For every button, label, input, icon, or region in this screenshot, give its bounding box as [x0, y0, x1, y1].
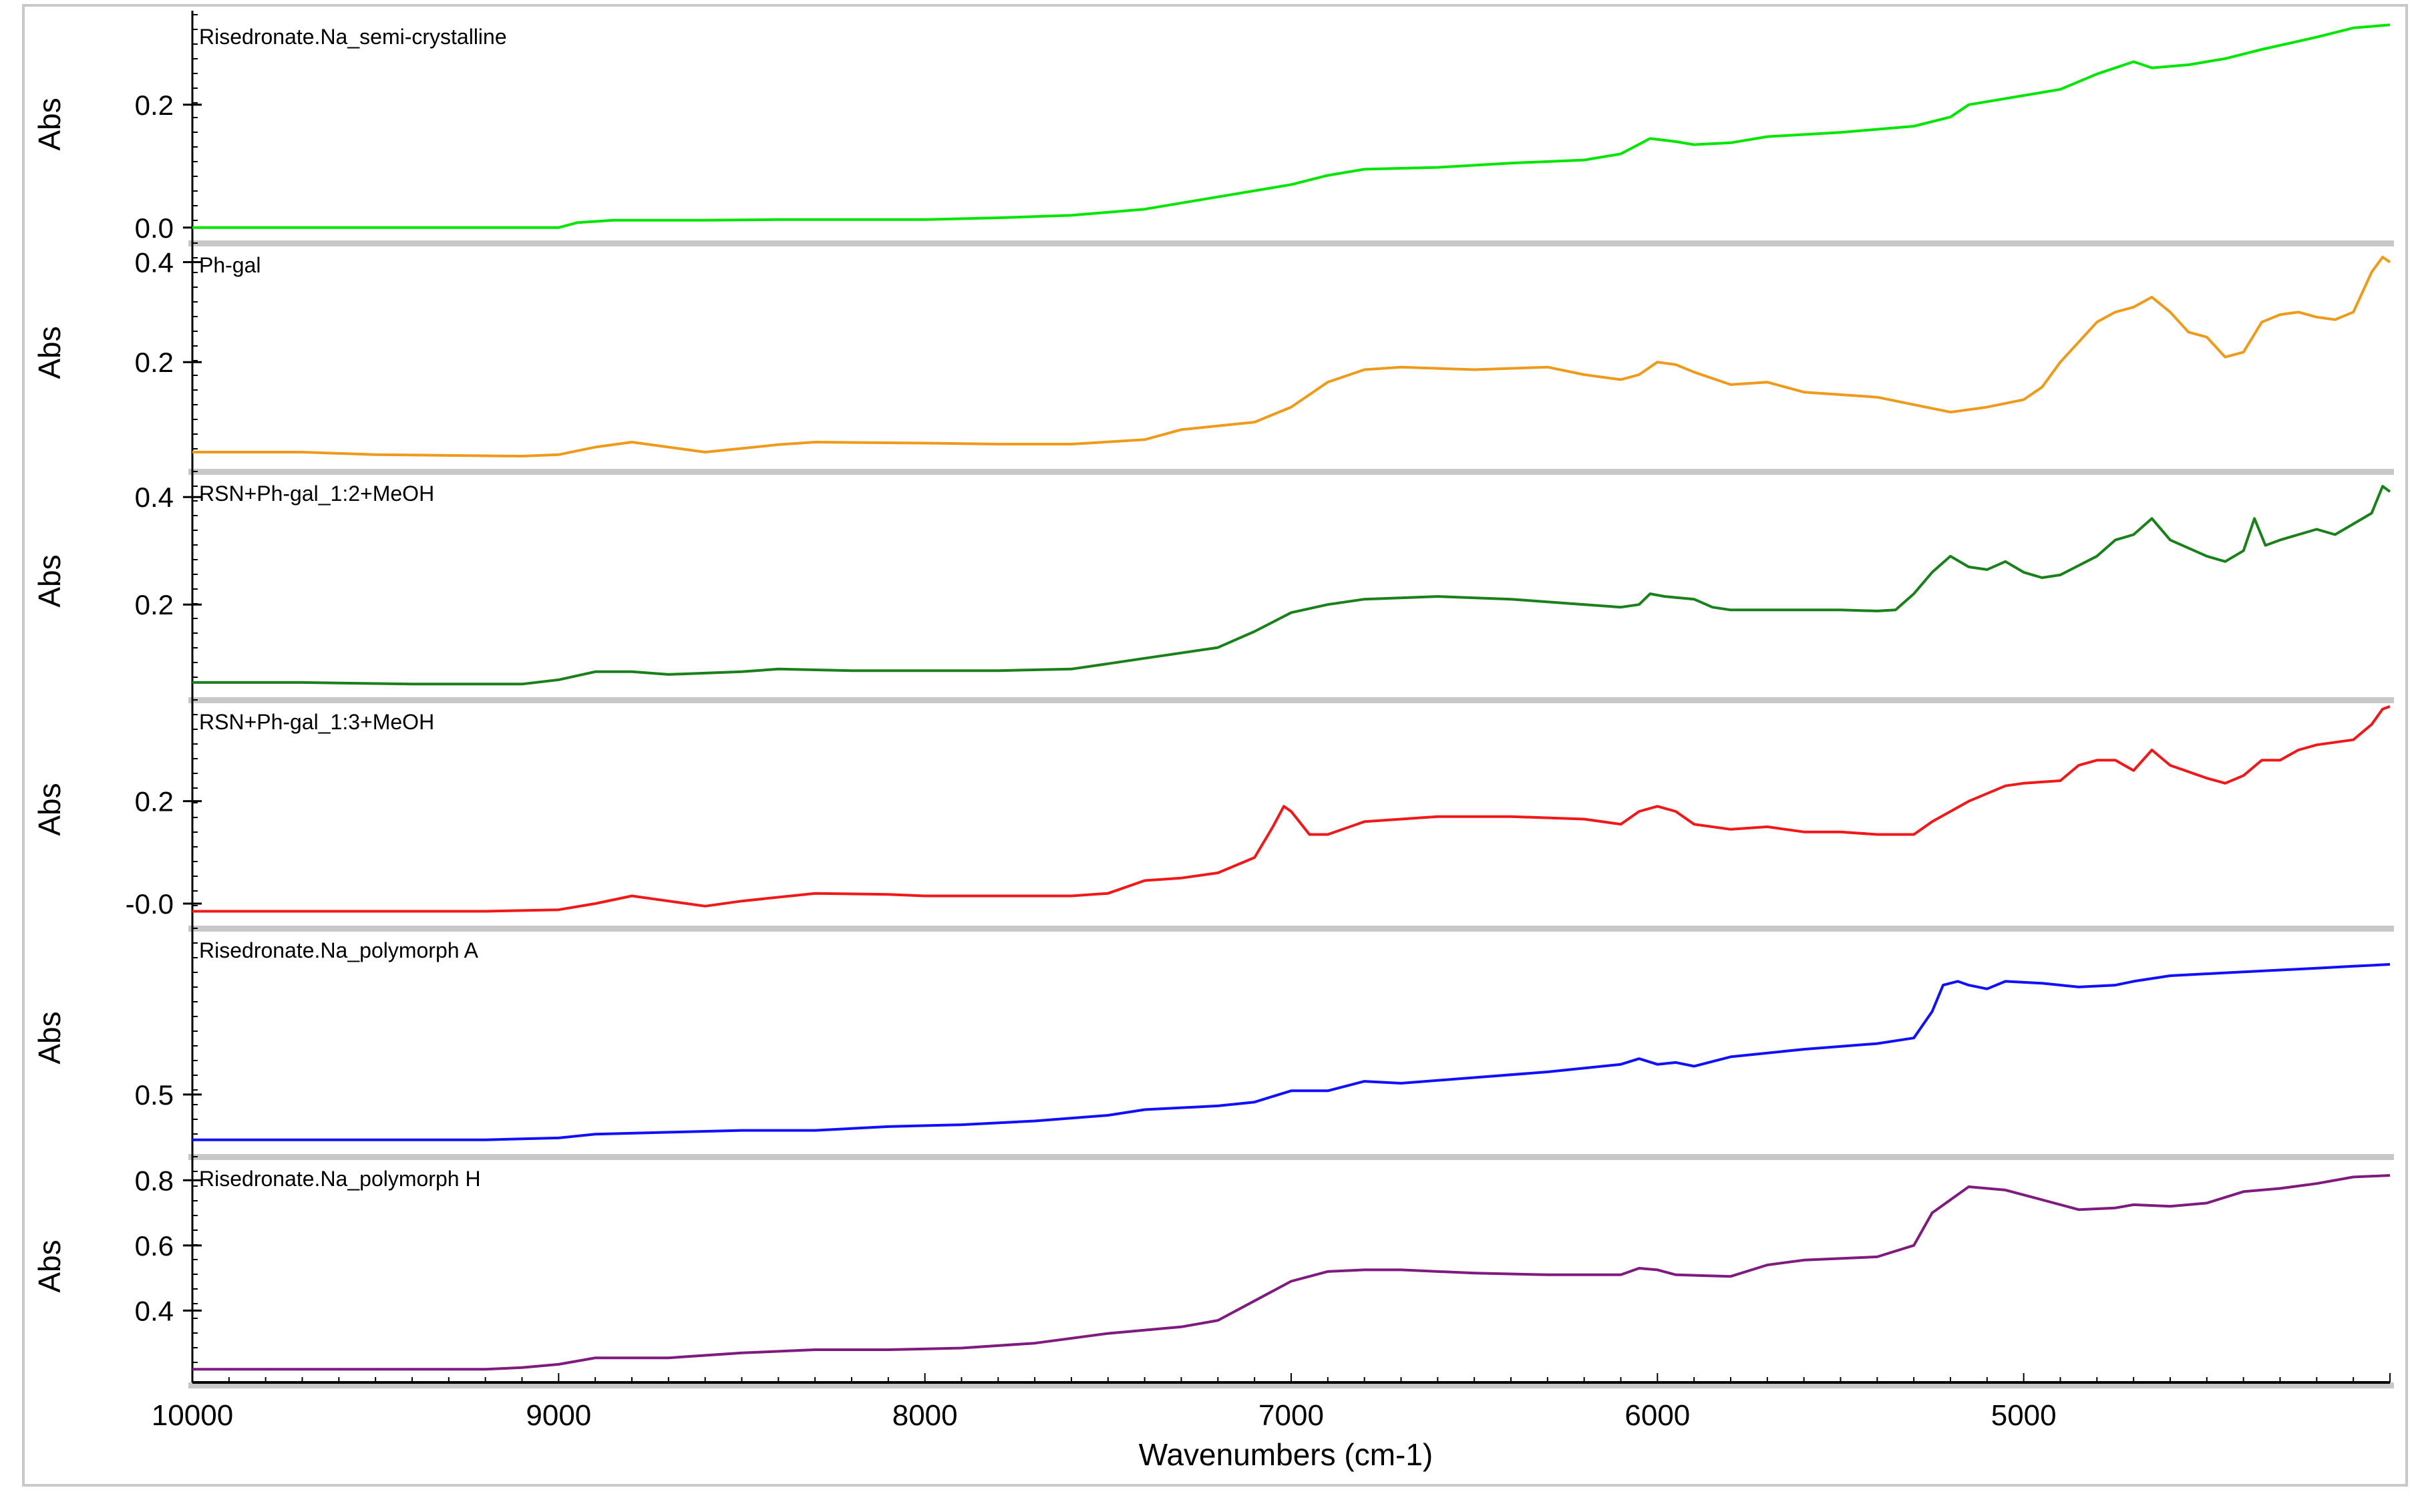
- panel-separator: [188, 697, 2394, 703]
- x-tick-label: 10000: [152, 1399, 233, 1432]
- x-axis-label: Wavenumbers (cm-1): [1139, 1437, 1433, 1472]
- panel-4: -0.0 0.2 Abs RSN+Ph-gal_1:3+MeOH: [32, 696, 2394, 932]
- x-tick-label: 5000: [1991, 1399, 2057, 1432]
- x-axis: 10000 9000 8000 7000 6000 5000: [152, 1373, 2391, 1432]
- panel-5: 0.5 Abs Risedronate.Na_polymorph A: [32, 924, 2394, 1160]
- panel-y-tick-label: 0.4: [135, 482, 174, 513]
- figure-frame: [22, 4, 2408, 1487]
- panels-layer: 0.0 0.2 Abs Risedronate.Na_semi-crystalline…: [32, 11, 2394, 1388]
- x-tick-label: 6000: [1624, 1399, 1690, 1432]
- panel-y-tick-label: 0.4: [135, 246, 174, 278]
- panel-y-axis-label: Abs: [32, 326, 67, 379]
- panel-y-tick-label: 0.2: [135, 347, 174, 378]
- panel-series-label: Risedronate.Na_polymorph H: [199, 1167, 481, 1191]
- panel-y-tick-label: -0.0: [126, 888, 174, 920]
- panel-series-label: Risedronate.Na_semi-crystalline: [199, 25, 507, 49]
- panel-separator: [188, 1382, 2394, 1388]
- panel-y-tick-label: 0.2: [135, 589, 174, 620]
- panel-separator: [188, 469, 2394, 475]
- x-tick-label: 7000: [1258, 1399, 1324, 1432]
- panel-y-tick-label: 0.2: [135, 786, 174, 817]
- panel-y-axis-label: Abs: [32, 554, 67, 607]
- panel-series-label: Risedronate.Na_polymorph A: [199, 938, 479, 962]
- panel-y-tick-label: 0.6: [135, 1230, 174, 1262]
- x-tick-label: 9000: [526, 1399, 591, 1432]
- panel-y-axis-label: Abs: [32, 1011, 67, 1064]
- panel-separator: [188, 1154, 2394, 1160]
- panel-y-axis-label: Abs: [32, 98, 67, 150]
- panel-y-tick-label: 0.8: [135, 1165, 174, 1196]
- panel-series-label: RSN+Ph-gal_1:3+MeOH: [199, 710, 434, 734]
- spectrum-line: [192, 1174, 2391, 1371]
- panel-6: 0.4 0.6 0.8 Abs Risedronate.Na_polymorph H: [32, 1153, 2394, 1388]
- panel-1: 0.0 0.2 Abs Risedronate.Na_semi-crystalline: [32, 11, 2394, 246]
- panel-y-tick-label: 0.4: [135, 1295, 174, 1326]
- panel-y-tick-label: 0.0: [135, 212, 174, 244]
- spectrum-line: [192, 963, 2391, 1141]
- panel-3: 0.2 0.4 Abs RSN+Ph-gal_1:2+MeOH: [32, 467, 2394, 703]
- panel-y-axis-label: Abs: [32, 783, 67, 835]
- spectrum-line: [192, 705, 2391, 913]
- panel-separator: [188, 240, 2394, 246]
- x-tick-label: 8000: [892, 1399, 958, 1432]
- panel-series-label: RSN+Ph-gal_1:2+MeOH: [199, 482, 434, 506]
- panel-y-axis-label: Abs: [32, 1240, 67, 1292]
- panel-series-label: Ph-gal: [199, 253, 261, 277]
- spectrum-line: [192, 256, 2391, 457]
- spectrum-line: [192, 485, 2391, 686]
- panel-y-tick-label: 0.5: [135, 1079, 174, 1111]
- panel-separator: [188, 926, 2394, 932]
- panel-y-tick-label: 0.2: [135, 89, 174, 121]
- spectrum-line: [192, 23, 2391, 229]
- panel-2: 0.2 0.4 Abs Ph-gal: [32, 239, 2394, 475]
